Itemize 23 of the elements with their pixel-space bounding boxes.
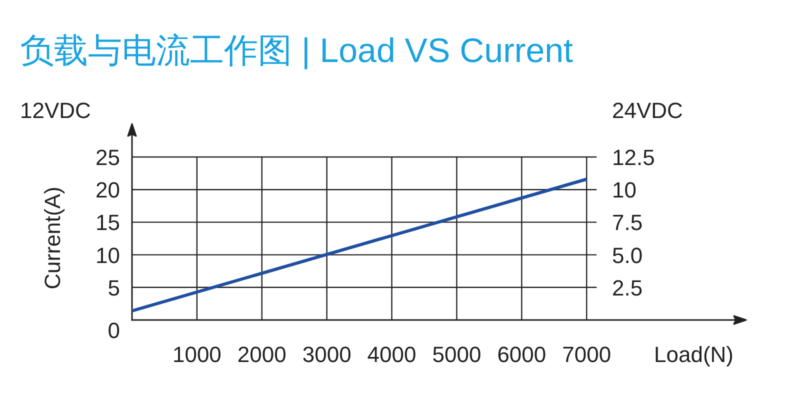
x-tick-label: 3000 [302,342,352,367]
y2-tick-label: 12.5 [612,145,655,170]
y-tick-label: 0 [108,318,120,343]
x-tick-label: 5000 [432,342,482,367]
x-tick-label: 4000 [367,342,416,367]
text: 24VDC [612,98,684,123]
y-tick-label: 5 [108,275,120,300]
y-tick-label: 20 [96,178,120,203]
y2-tick-label: 2.5 [612,275,643,300]
y-axis-title: Current(A) [40,186,65,290]
chart-title: 负载与电流工作图 | Load VS Current [20,32,574,70]
y2-tick-label: 10 [612,178,636,203]
y-tick-label: 15 [96,210,120,236]
x-axis-title: Load(N) [654,342,734,367]
x-tick-label: 7000 [562,342,612,367]
y-tick-label: 25 [96,145,120,170]
x-tick-label: 1000 [172,342,222,367]
x-tick-label: 6000 [497,342,546,367]
x-tick-label: 2000 [237,342,286,367]
text: 12VDC [20,98,92,123]
y2-tick-label: 7.5 [612,210,643,236]
y2-tick-label: 5.0 [612,242,643,268]
y-tick-label: 10 [96,242,120,268]
